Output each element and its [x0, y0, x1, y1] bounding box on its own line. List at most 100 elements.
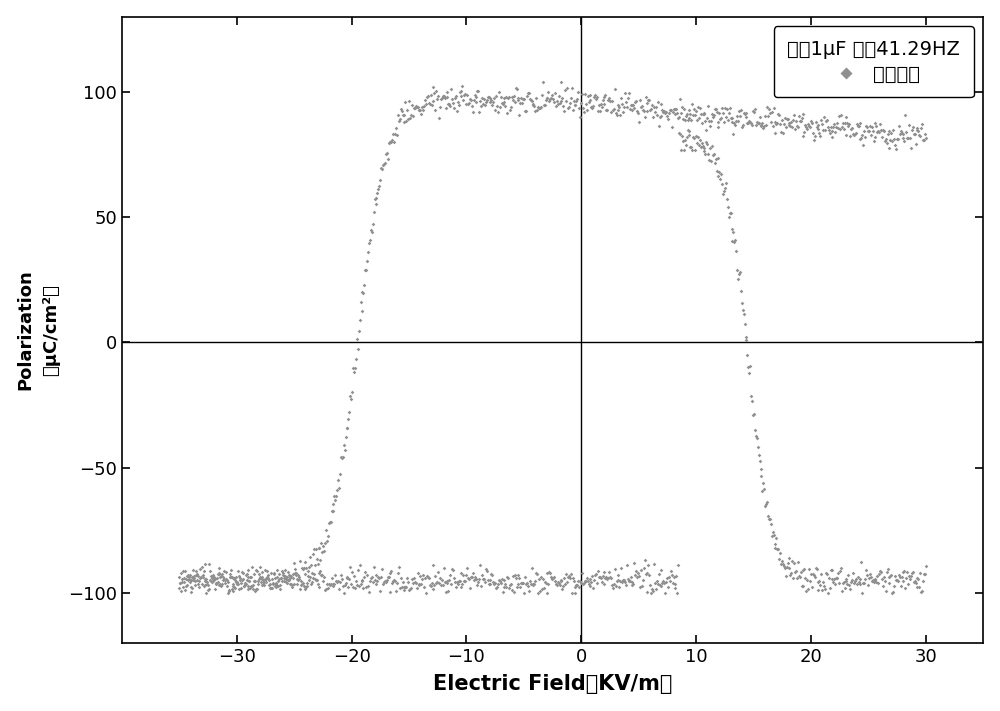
Point: [639, 567, 655, 579]
Point: [706, 109, 722, 120]
Point: [526, 100, 542, 112]
Point: [896, 565, 912, 577]
Point: [287, 567, 303, 578]
Point: [300, 570, 316, 582]
Point: [411, 579, 427, 590]
Point: [669, 587, 685, 598]
Point: [563, 569, 579, 580]
Point: [736, 107, 752, 118]
Point: [710, 116, 726, 127]
Point: [834, 122, 850, 133]
Point: [212, 578, 228, 589]
Point: [707, 103, 723, 114]
Point: [823, 122, 839, 133]
Point: [556, 572, 572, 584]
Point: [441, 574, 457, 586]
Point: [183, 586, 199, 597]
Point: [680, 114, 696, 126]
Point: [495, 587, 511, 598]
Point: [211, 579, 227, 590]
Point: [336, 587, 352, 599]
Point: [597, 572, 613, 584]
Point: [870, 577, 886, 589]
Point: [362, 234, 378, 245]
Point: [434, 92, 450, 104]
Point: [269, 565, 285, 576]
Point: [816, 580, 832, 592]
Point: [770, 543, 786, 555]
Point: [509, 83, 525, 95]
Point: [699, 112, 715, 124]
Point: [824, 573, 840, 584]
Point: [810, 123, 826, 134]
Point: [585, 582, 601, 594]
Point: [418, 587, 434, 599]
Point: [340, 414, 356, 425]
Point: [237, 577, 253, 589]
Point: [635, 105, 651, 116]
Point: [682, 109, 698, 120]
Point: [242, 582, 258, 593]
Point: [837, 117, 853, 129]
Point: [813, 114, 829, 126]
Point: [221, 584, 237, 596]
Point: [839, 117, 855, 128]
Point: [909, 122, 925, 134]
Point: [284, 579, 300, 591]
Point: [381, 137, 397, 149]
Point: [801, 564, 817, 575]
Point: [895, 576, 911, 587]
Point: [598, 105, 614, 116]
Point: [833, 562, 849, 573]
Legend: 电滞回线: 电滞回线: [774, 26, 974, 97]
Point: [533, 102, 549, 113]
Point: [693, 109, 709, 120]
Point: [359, 569, 375, 580]
Point: [632, 581, 648, 592]
Point: [843, 577, 859, 588]
Point: [830, 567, 846, 579]
Point: [516, 587, 532, 599]
Point: [655, 576, 671, 587]
Point: [228, 577, 244, 588]
Point: [530, 101, 546, 112]
Point: [405, 577, 421, 589]
Point: [200, 579, 216, 591]
Point: [539, 567, 555, 578]
Point: [714, 178, 730, 190]
Point: [369, 575, 385, 587]
Point: [372, 585, 388, 597]
Point: [192, 564, 208, 575]
Point: [912, 567, 928, 579]
Point: [509, 581, 525, 592]
Point: [694, 138, 710, 149]
Point: [248, 565, 264, 576]
Point: [272, 579, 288, 591]
Point: [867, 132, 883, 143]
Point: [625, 99, 641, 110]
Point: [473, 100, 489, 112]
Point: [330, 576, 346, 587]
Point: [514, 577, 530, 588]
Point: [182, 577, 198, 588]
Point: [379, 574, 395, 586]
Point: [653, 565, 669, 576]
Point: [393, 104, 409, 115]
Point: [409, 102, 425, 113]
Point: [709, 166, 725, 177]
Point: [248, 584, 264, 595]
Point: [648, 102, 664, 113]
Point: [268, 578, 284, 589]
Point: [820, 122, 836, 133]
Point: [590, 565, 606, 577]
Point: [544, 90, 560, 101]
Point: [401, 584, 417, 595]
Point: [690, 131, 706, 142]
Point: [789, 120, 805, 132]
Point: [512, 581, 528, 592]
Point: [328, 575, 344, 587]
Point: [260, 570, 276, 581]
Point: [262, 582, 278, 593]
Point: [458, 569, 474, 580]
Point: [828, 572, 844, 584]
